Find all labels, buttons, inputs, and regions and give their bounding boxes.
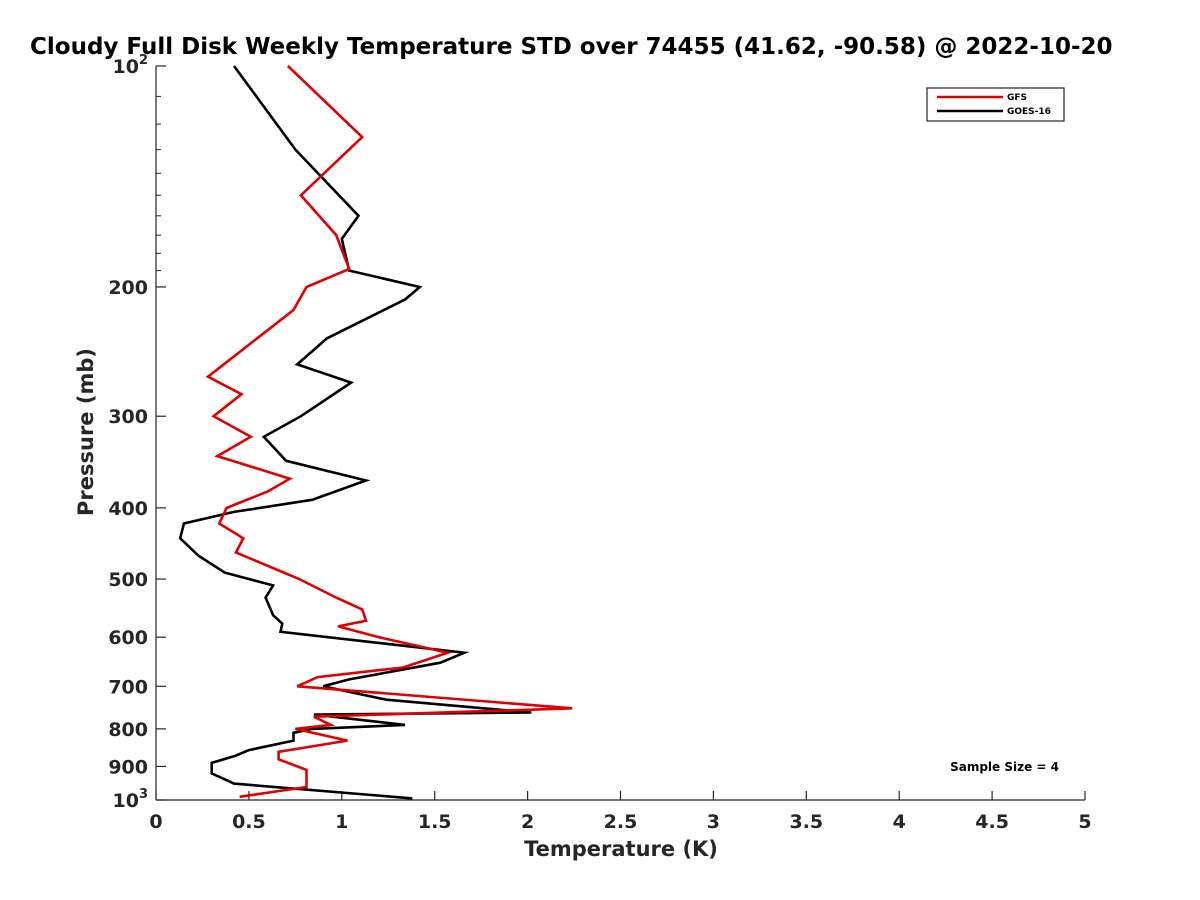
x-tick-label: 3 [707, 811, 720, 833]
series-layer [178, 65, 573, 800]
series-line-goes-16 [178, 65, 532, 800]
x-tick-label: 4 [893, 811, 906, 833]
y-axis-label: Pressure (mb) [74, 348, 98, 516]
legend-label: GOES-16 [1007, 107, 1051, 117]
y-tick-label: 102 [113, 53, 149, 78]
x-tick-label: 4.5 [975, 811, 1009, 833]
y-tick-label: 300 [108, 406, 148, 428]
legend: GFS GOES-16 [926, 87, 1065, 122]
legend-label: GFS [1007, 93, 1027, 103]
chart-title: Cloudy Full Disk Weekly Temperature STD … [30, 34, 1113, 60]
x-tick-label: 1 [335, 811, 348, 833]
y-tick-label: 103 [113, 787, 149, 812]
y-tick-label: 600 [108, 627, 148, 649]
x-tick-label: 2.5 [604, 811, 638, 833]
legend-box [926, 87, 1065, 122]
series-line-gfs [205, 65, 573, 799]
x-tick-label: 2 [521, 811, 534, 833]
x-tick-label: 0.5 [232, 811, 266, 833]
x-tick-label: 5 [1078, 811, 1091, 833]
axes: 0 0.5 1 1.5 2 2.5 3 3.5 4 4.5 5 102 200 300 400 500 600 7… [108, 53, 1091, 833]
x-tick-label: 3.5 [789, 811, 823, 833]
x-axis-label: Temperature (K) [524, 837, 718, 861]
x-tick-label: 1.5 [418, 811, 452, 833]
y-tick-label: 800 [108, 719, 148, 741]
y-tick-label: 700 [108, 676, 148, 698]
y-tick-label: 200 [108, 277, 148, 299]
y-tick-label: 400 [108, 498, 148, 520]
sample-size-annotation: Sample Size = 4 [950, 760, 1059, 774]
x-tick-label: 0 [149, 811, 162, 833]
y-tick-label: 500 [108, 569, 148, 591]
y-tick-label: 900 [108, 756, 148, 778]
